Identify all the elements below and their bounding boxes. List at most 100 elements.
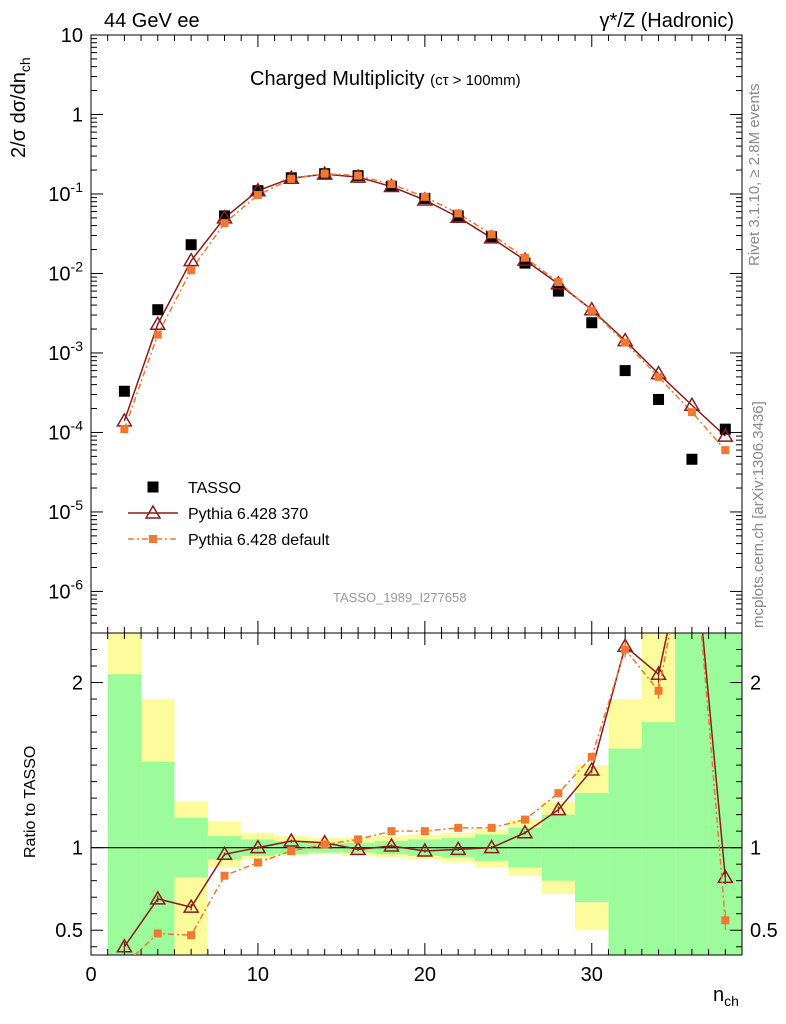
ratio-point bbox=[685, 510, 699, 522]
ratio-point bbox=[249, 839, 267, 854]
ratio-xlabel-sub: ch bbox=[724, 993, 739, 1009]
data-point bbox=[153, 330, 162, 339]
main-panel-frame: 10 1 10-1 10-2 10-3 10-4 10-5 10-6 bbox=[48, 25, 743, 955]
watermark: TASSO_1989_I277658 bbox=[333, 590, 467, 605]
ratio-point bbox=[287, 846, 296, 855]
data-point bbox=[487, 230, 496, 239]
ratio-point bbox=[253, 858, 262, 867]
mcplots-label: mcplots.cern.ch [arXiv:1306.3436] bbox=[750, 401, 767, 628]
data-point bbox=[149, 315, 167, 330]
data-point bbox=[554, 278, 563, 287]
main-ylabel: 2/σ dσ/dnch bbox=[8, 57, 33, 158]
ratio-point bbox=[554, 789, 563, 798]
ratio-point bbox=[583, 761, 601, 776]
ratio-point bbox=[621, 645, 630, 654]
ratio-ylabel: Ratio to TASSO bbox=[22, 745, 39, 858]
ratio-point bbox=[383, 837, 400, 852]
data-point bbox=[587, 306, 596, 315]
ratio-panel-series bbox=[116, 510, 734, 955]
ratio-point bbox=[153, 929, 162, 938]
ratio-xlabel-text: n bbox=[713, 984, 725, 1006]
x-tick-label: 20 bbox=[414, 964, 436, 986]
ratio-point bbox=[516, 824, 534, 839]
ratio-y-tick-label: 2 bbox=[72, 673, 83, 695]
data-point bbox=[717, 427, 734, 442]
ratio-y-tick-label-right: 2 bbox=[750, 673, 761, 695]
data-point bbox=[687, 408, 696, 417]
data-point bbox=[220, 219, 229, 228]
data-point bbox=[219, 210, 231, 222]
ratio-point bbox=[550, 801, 567, 816]
data-point bbox=[686, 453, 698, 465]
main-title-sub: (cτ > 100mm) bbox=[430, 72, 521, 89]
data-point bbox=[120, 425, 129, 434]
y-tick-label: 1 bbox=[72, 104, 83, 126]
legend-label: Pythia 6.428 370 bbox=[188, 506, 308, 523]
main-title-text: Charged Multiplicity bbox=[250, 68, 425, 90]
data-point bbox=[454, 209, 463, 218]
x-tick-label: 10 bbox=[247, 964, 269, 986]
ratio-point bbox=[521, 815, 529, 824]
data-point bbox=[182, 252, 200, 267]
y-tick-label: 10-2 bbox=[48, 258, 83, 285]
ratio-series-group bbox=[133, 513, 730, 955]
y-tick-label: 10-4 bbox=[48, 417, 83, 444]
ratio-point bbox=[387, 827, 396, 836]
header-left: 44 GeV ee bbox=[104, 10, 200, 32]
legend-marker bbox=[147, 481, 159, 493]
ratio-point bbox=[688, 513, 696, 521]
x-tick-label: 30 bbox=[581, 964, 603, 986]
data-point bbox=[519, 257, 531, 269]
ratio-point bbox=[487, 823, 496, 832]
ratio-point bbox=[149, 890, 167, 905]
ratio-point bbox=[349, 840, 367, 856]
data-point bbox=[721, 446, 730, 455]
ratio-point bbox=[283, 832, 300, 847]
rivet-label: Rivet 3.1.10, ≥ 2.8M events bbox=[746, 83, 763, 267]
legend-marker bbox=[149, 535, 157, 543]
data-point bbox=[185, 239, 197, 251]
ratio-y-tick-label: 1 bbox=[72, 838, 83, 860]
y-tick-label: 10-5 bbox=[48, 497, 83, 524]
data-point bbox=[420, 192, 429, 201]
main-ylabel-text: 2/σ dσ/dn bbox=[8, 72, 30, 158]
data-point bbox=[653, 393, 665, 405]
ratio-point bbox=[449, 840, 467, 856]
main-ylabel-sub: ch bbox=[17, 57, 33, 73]
data-point bbox=[586, 317, 598, 329]
data-point bbox=[521, 253, 529, 262]
ratio-point bbox=[216, 845, 233, 861]
ratio-y-tick-label-right: 1 bbox=[750, 838, 761, 860]
ratio-point bbox=[354, 835, 363, 844]
data-point bbox=[354, 171, 363, 180]
band-stat-bin bbox=[675, 633, 709, 955]
ratio-xlabel: nch bbox=[713, 984, 739, 1009]
ratio-point bbox=[587, 752, 596, 761]
legend-label: TASSO bbox=[188, 480, 241, 497]
ratio-point bbox=[420, 827, 429, 836]
data-point bbox=[619, 365, 631, 377]
legend-label: Pythia 6.428 default bbox=[188, 532, 330, 549]
y-tick-label: 10-1 bbox=[48, 179, 83, 206]
ratio-point bbox=[182, 898, 200, 913]
data-point bbox=[252, 185, 264, 197]
band-stat-bin bbox=[708, 633, 742, 955]
data-point bbox=[118, 385, 130, 397]
x-tick-label: 0 bbox=[85, 964, 96, 986]
data-point bbox=[152, 304, 164, 316]
ratio-point bbox=[220, 871, 229, 880]
ratio-point bbox=[654, 686, 663, 695]
data-point bbox=[287, 174, 296, 183]
ratio-uncertainty-bands bbox=[107, 633, 742, 955]
band-stat-bin bbox=[107, 674, 142, 955]
y-tick-label: 10-6 bbox=[48, 576, 83, 603]
data-point bbox=[621, 338, 630, 347]
ratio-panel-frame: 0 10 20 30 0.5 0.5 1 1 2 2 bbox=[55, 35, 778, 986]
legend: TASSO Pythia 6.428 370 Pythia 6.428 defaul… bbox=[128, 480, 330, 549]
ratio-point bbox=[416, 842, 434, 857]
data-point bbox=[387, 180, 396, 189]
ratio-point bbox=[721, 916, 730, 925]
main-title: Charged Multiplicity (cτ > 100mm) bbox=[250, 68, 521, 91]
ratio-point bbox=[454, 823, 463, 832]
